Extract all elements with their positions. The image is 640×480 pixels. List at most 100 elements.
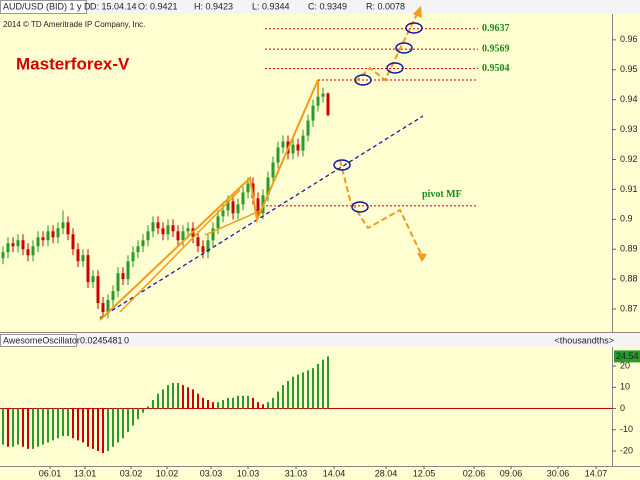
osc-bar: [202, 397, 204, 409]
arrow-head: [417, 253, 427, 262]
candle-body: [41, 237, 45, 241]
candle-body: [121, 273, 125, 280]
y-tick-label: 0.9: [620, 214, 633, 224]
x-tick-label: 10.02: [156, 468, 179, 478]
level-label: 0.9637: [482, 23, 510, 34]
osc-panel: 20 10 0 -10 -20 06.01 13.01 03.02 10.02 03.03 10.0…: [0, 350, 640, 478]
candle-body: [291, 144, 295, 154]
candle-body: [146, 231, 150, 241]
y-tick-label: -10: [620, 424, 633, 434]
y-tick-label: 0.88: [620, 274, 638, 284]
candle-body: [66, 222, 70, 235]
osc-bar: [197, 393, 199, 409]
osc-bar: [167, 385, 169, 409]
osc-bar: [17, 408, 19, 445]
osc-bar: [77, 408, 79, 441]
drawings: [99, 6, 478, 321]
candle-body: [6, 243, 10, 253]
candle-body: [256, 198, 260, 214]
marker-ellipse: [395, 42, 413, 54]
osc-bar: [47, 408, 49, 443]
copyright: 2014 © TD Ameritrade IP Company, Inc.: [3, 20, 145, 29]
osc-bar: [277, 391, 279, 409]
candle-body: [216, 216, 220, 229]
osc-bar: [272, 397, 274, 409]
osc-bar: [317, 363, 319, 409]
osc-bar: [72, 408, 74, 439]
osc-header-cell: [0, 334, 77, 347]
candle-body: [36, 237, 40, 247]
osc-bar: [92, 408, 94, 449]
osc-bar: [117, 408, 119, 443]
candle-body: [321, 93, 325, 97]
y-tick-label: 0.93: [620, 124, 638, 134]
marker-ellipse: [351, 201, 369, 213]
candle-body: [246, 183, 250, 193]
osc-bar: [267, 402, 269, 409]
osc-bar: [112, 408, 114, 447]
osc-bar: [142, 408, 144, 413]
osc-bar: [242, 395, 244, 409]
candle-body: [1, 252, 5, 259]
price-panel: 0.87 0.88 0.89 0.9 0.91 0.92 0.93 0.94 0.95 0.96 0…: [1, 23, 638, 319]
osc-bar: [187, 387, 189, 409]
osc-bar: [57, 408, 59, 439]
x-tick-label: 31.03: [285, 468, 308, 478]
trend-line: [99, 115, 424, 319]
candle-body: [86, 255, 90, 283]
osc-bar: [147, 406, 149, 409]
osc-bar: [207, 400, 209, 409]
osc-bar: [42, 408, 44, 445]
osc-value: 0.0245481: [80, 335, 123, 345]
osc-bar: [307, 370, 309, 409]
osc-unit: <thousandths>: [554, 335, 614, 345]
candle-body: [186, 228, 190, 232]
osc-bar: [102, 408, 104, 454]
osc-bar: [312, 368, 314, 409]
osc-bar: [152, 400, 154, 409]
osc-bar: [212, 402, 214, 409]
osc-bar: [32, 408, 34, 449]
candle-body: [136, 246, 140, 253]
date: D: 15.04.14: [90, 1, 137, 11]
candle-body: [76, 249, 80, 262]
candle-body: [61, 222, 65, 229]
pivot-label: pivot MF: [422, 189, 462, 200]
candle-body: [16, 240, 20, 247]
candle-body: [111, 291, 115, 301]
y-tick-label: 0: [620, 403, 625, 413]
candle-body: [91, 276, 95, 283]
candle-body: [301, 135, 305, 151]
osc-bar: [177, 383, 179, 409]
osc-bar: [252, 397, 254, 409]
candle-body: [71, 234, 75, 250]
osc-bar: [122, 408, 124, 439]
candle-body: [276, 147, 280, 163]
pattern-line: [99, 79, 319, 321]
osc-bar: [247, 395, 249, 409]
marker-ellipse: [333, 159, 351, 171]
candle-body: [236, 204, 240, 214]
candle-body: [106, 300, 110, 313]
candle-body: [196, 237, 200, 247]
x-tick-label: 03.03: [200, 468, 223, 478]
marker-ellipse: [354, 74, 372, 86]
x-tick-label: 30.06: [547, 468, 570, 478]
candle-body: [316, 96, 320, 106]
projection: [339, 159, 423, 257]
osc-bar: [127, 408, 129, 432]
chart-title: Masterforex-V: [16, 54, 130, 73]
level-label: 0.9569: [482, 43, 510, 54]
candle-body: [231, 201, 235, 214]
y-tick-label: 10: [620, 382, 630, 392]
x-tick-label: 02.06: [463, 468, 486, 478]
osc-bar: [87, 408, 89, 447]
range: R: 0.0078: [366, 1, 405, 11]
osc-index: 0: [124, 335, 129, 345]
symbol: AUD/USD (BID) 1 y D: [3, 1, 91, 11]
y-tick-label: 0.87: [620, 303, 638, 313]
osc-bar: [227, 397, 229, 409]
candle-body: [46, 231, 50, 241]
candle-body: [116, 273, 120, 292]
y-tick-label: -20: [620, 445, 633, 455]
